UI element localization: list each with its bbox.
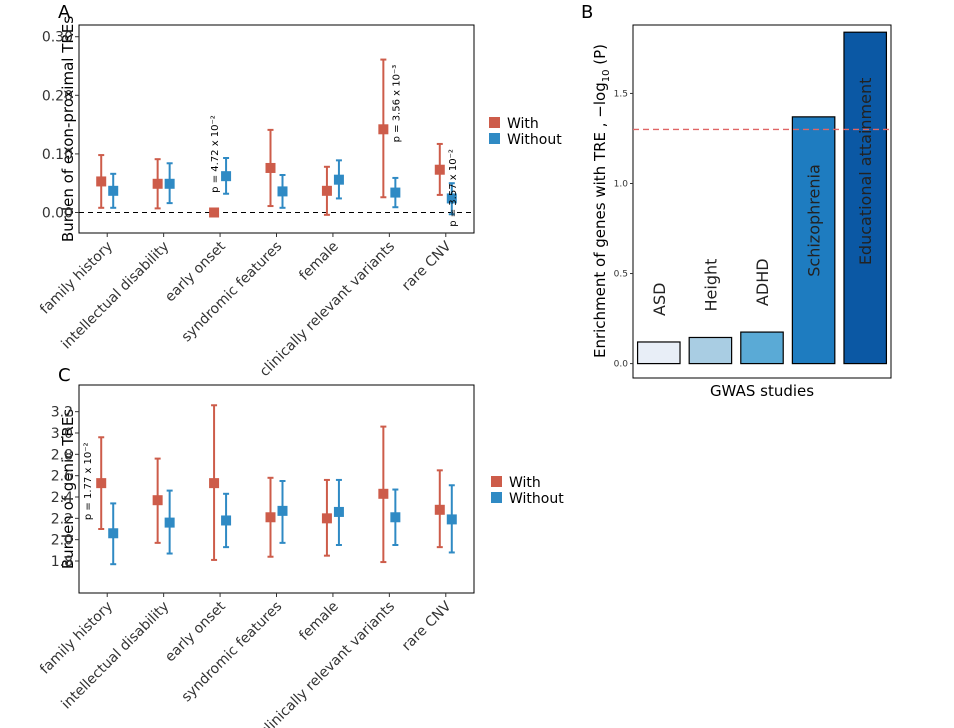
panel-c: C Burden of genic TREs 1.8 2.0 2.2 2.4 2.6 2.… [37,365,564,728]
panel-c-point-with [152,495,163,506]
panel-c-point-without [390,512,401,523]
panel-c-point-with [209,478,220,489]
panel-b-xlabel: GWAS studies [710,382,814,400]
panel-a-point-with [378,124,389,135]
legend-c-with-swatch [491,476,502,487]
panel-b-bar-label: Schizophrenia [805,164,824,276]
panel-c-ytick-label: 3.2 [51,405,73,421]
panel-b-bar [843,31,888,365]
panel-c-point-without [333,506,344,517]
panel-a-ytick-label: 0.10 [42,147,73,163]
panel-c-point-with [321,513,332,524]
panel-c-ytick-label: 2.2 [51,511,73,527]
panel-a-xtick-label: intellectual disability [58,239,172,353]
panel-b-bar [791,116,836,365]
panel-b-ytick-label: 1.5 [614,89,628,99]
panel-b-ylabel: Enrichment of genes with TRE , −log10 (P… [591,44,612,358]
panel-a-letter: A [58,2,71,23]
legend-a-without-swatch [489,133,500,144]
panel-b-plot-border [632,24,892,379]
panel-a-point-without [277,186,288,197]
panel-c-xtick-label: female [296,599,341,644]
panel-c-point-with [96,478,107,489]
panel-c-point-without [164,517,175,528]
panel-a-point-without [108,185,119,196]
panel-a-point-with [321,185,332,196]
panel-a-pvalue-annotation: p = 4.72 x 10⁻² [210,115,221,193]
panel-c-ytick-label: 2.6 [51,469,73,485]
panel-a-point-without [446,193,457,204]
panel-c-point-without [221,515,232,526]
panel-c-ylabel: Burden of genic TREs [59,409,77,569]
panel-c-xtick-label: syndromic features [179,599,286,706]
panel-a-point-with [265,162,276,173]
panel-c-point-without [108,528,119,539]
panel-c-xtick-label: rare CNV [399,598,455,654]
panel-c-point-with [265,512,276,523]
panel-b: B Enrichment of genes with TRE , −log10 … [581,2,892,400]
legend-a-with-label: With [507,116,539,132]
panel-a-point-without [390,187,401,198]
panel-c-ytick-label: 2.4 [51,490,73,506]
panel-a-point-with [209,207,220,218]
panel-c-letter: C [58,365,71,386]
panel-c-point-without [446,514,457,525]
panel-a-ytick-label: 0.20 [42,88,73,104]
panel-b-ytick-label: 0.0 [614,360,629,370]
panel-a-plot-border [78,24,475,234]
panel-b-bar [688,336,733,365]
panel-c-xtick-label: intellectual disability [58,599,172,713]
panel-b-ytick-label: 0.5 [614,270,628,280]
legend-a-with-swatch [489,117,500,128]
panel-c-plot-border [78,384,475,594]
panel-b-bar [740,331,784,365]
legend-a-without-label: Without [507,132,562,148]
panel-c-pvalue-annotation: p = 1.77 x 10⁻² [83,442,94,520]
panel-c-legend: With Without [491,475,564,507]
panel-a-point-with [434,164,445,175]
panel-a-ytick-label: 0.30 [42,30,73,46]
panel-a-point-with [96,176,107,187]
panel-b-bar-label: Height [701,259,720,312]
panel-b-bar-label: ASD [650,283,669,316]
panel-c-ytick-label: 1.8 [51,554,73,570]
panel-a-pvalue-annotation: p = 3.56 x 10⁻³ [391,65,402,143]
panel-a-ylabel: Burden of exon-proximal TREs [59,16,77,242]
legend-c-without-label: Without [509,491,564,507]
panel-b-bar-label: ADHD [753,258,772,306]
panel-b-bar-label: Educational attainment [856,78,875,266]
panel-a-legend: With Without [489,116,562,148]
panel-a: A Burden of exon-proximal TREs 0.00 0.10 0… [37,2,562,380]
panel-a-point-without [221,171,232,182]
panel-c-point-with [434,504,445,515]
panel-a-xtick-label: female [296,239,341,284]
panel-c-point-without [277,505,288,516]
panel-c-ytick-label: 2.8 [51,447,73,463]
panel-c-ytick-label: 3.0 [51,426,73,442]
panel-b-bar [636,341,681,365]
panel-c-point-with [378,488,389,499]
panel-a-ytick-label: 0.00 [42,205,73,221]
panel-b-letter: B [581,2,593,23]
panel-a-xtick-label: rare CNV [399,238,455,294]
panel-a-point-with [152,178,163,189]
panel-a-point-without [333,174,344,185]
legend-c-without-swatch [491,492,502,503]
panel-b-ytick-label: 1.0 [614,179,629,189]
legend-c-with-label: With [509,475,541,491]
panel-a-point-without [164,178,175,189]
panel-c-ytick-label: 2.0 [51,533,73,549]
panel-a-pvalue-annotation: p = 3.57 x 10⁻² [448,149,459,227]
panel-a-xtick-label: syndromic features [179,239,286,346]
